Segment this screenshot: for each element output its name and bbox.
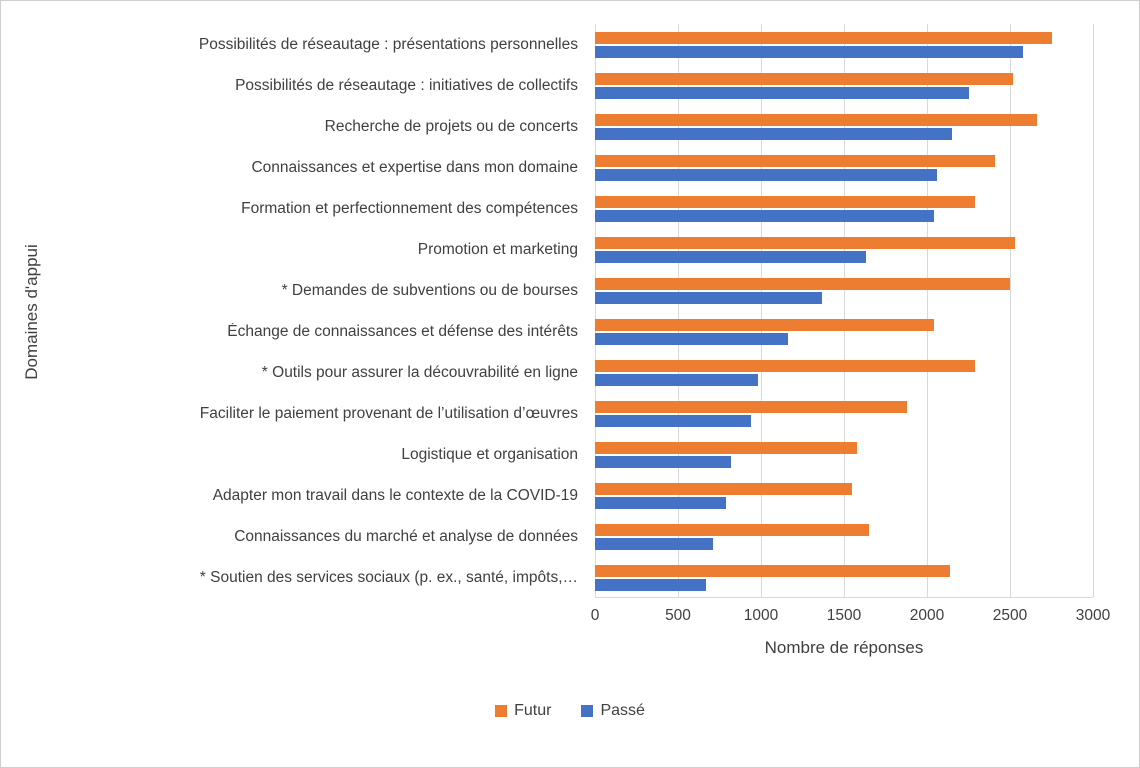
- plot-area: Possibilités de réseautage : présentatio…: [0, 24, 1140, 598]
- bar-futur: [595, 195, 976, 208]
- chart-row: Possibilités de réseautage : initiatives…: [0, 65, 1140, 106]
- legend-label: Futur: [514, 702, 552, 719]
- gridline: [1010, 24, 1011, 597]
- category-label: Connaissances du marché et analyse de do…: [234, 527, 578, 545]
- legend-swatch-futur: [495, 705, 508, 717]
- bar-futur: [595, 441, 858, 454]
- bar-group: [595, 400, 1093, 427]
- bar-futur: [595, 318, 934, 331]
- bar-group: [595, 564, 1093, 591]
- chart-row: Promotion et marketing: [0, 229, 1140, 270]
- legend-item-futur: Futur: [495, 702, 551, 720]
- bar-futur: [595, 400, 908, 413]
- bar-futur: [595, 113, 1037, 126]
- bar-group: [595, 31, 1093, 58]
- category-label: Formation et perfectionnement des compét…: [241, 199, 578, 217]
- category-label: Échange de connaissances et défense des …: [227, 322, 578, 340]
- chart-row: Adapter mon travail dans le contexte de …: [0, 475, 1140, 516]
- bar-group: [595, 195, 1093, 222]
- bar-group: [595, 277, 1093, 304]
- bar-group: [595, 72, 1093, 99]
- gridline: [761, 24, 762, 597]
- category-label: Adapter mon travail dans le contexte de …: [212, 486, 578, 504]
- chart-rows: Possibilités de réseautage : présentatio…: [0, 24, 1140, 598]
- bar-passe: [595, 168, 937, 181]
- gridlines: [595, 24, 1094, 598]
- category-label: Possibilités de réseautage : initiatives…: [235, 76, 578, 94]
- legend-item-passe: Passé: [581, 702, 645, 720]
- bar-futur: [595, 482, 853, 495]
- category-label: Promotion et marketing: [417, 240, 578, 258]
- chart-row: * Demandes de subventions ou de bourses: [0, 270, 1140, 311]
- x-tick-label: 0: [590, 607, 600, 624]
- chart-row: * Outils pour assurer la découvrabilité …: [0, 352, 1140, 393]
- chart-row: Recherche de projets ou de concerts: [0, 106, 1140, 147]
- bar-passe: [595, 291, 823, 304]
- bar-passe: [595, 86, 969, 99]
- x-tick-label: 2000: [909, 607, 945, 624]
- chart-row: Connaissances et expertise dans mon doma…: [0, 147, 1140, 188]
- category-label: Recherche de projets ou de concerts: [324, 117, 578, 135]
- chart-row: Échange de connaissances et défense des …: [0, 311, 1140, 352]
- bar-passe: [595, 250, 866, 263]
- bar-passe: [595, 578, 707, 591]
- x-axis-ticks: 0 500 1000 1500 2000 2500 3000: [591, 598, 1111, 632]
- category-label: Faciliter le paiement provenant de l’uti…: [199, 404, 578, 422]
- x-axis-title: Nombre de réponses: [764, 638, 924, 657]
- legend-label: Passé: [600, 702, 645, 719]
- bar-passe: [595, 127, 952, 140]
- x-tick-label: 3000: [1075, 607, 1111, 624]
- gridline: [595, 24, 596, 597]
- chart-row: Connaissances du marché et analyse de do…: [0, 516, 1140, 557]
- bar-futur: [595, 154, 996, 167]
- category-label: * Soutien des services sociaux (p. ex., …: [199, 568, 578, 586]
- legend: Futur Passé: [0, 702, 1140, 720]
- bar-passe: [595, 496, 727, 509]
- bar-futur: [595, 359, 976, 372]
- category-label: Connaissances et expertise dans mon doma…: [251, 158, 578, 176]
- gridline: [678, 24, 679, 597]
- bar-futur: [595, 277, 1010, 290]
- x-tick-label: 1500: [826, 607, 862, 624]
- bar-passe: [595, 209, 934, 222]
- gridline: [844, 24, 845, 597]
- gridline: [927, 24, 928, 597]
- bar-futur: [595, 564, 951, 577]
- bar-passe: [595, 373, 758, 386]
- category-label: Possibilités de réseautage : présentatio…: [198, 35, 578, 53]
- chart-row: * Soutien des services sociaux (p. ex., …: [0, 557, 1140, 598]
- x-tick-label: 500: [665, 607, 691, 624]
- bar-passe: [595, 414, 752, 427]
- chart-row: Formation et perfectionnement des compét…: [0, 188, 1140, 229]
- bar-futur: [595, 523, 869, 536]
- chart-row: Possibilités de réseautage : présentatio…: [0, 24, 1140, 65]
- bar-group: [595, 359, 1093, 386]
- chart-row: Logistique et organisation: [0, 434, 1140, 475]
- bar-group: [595, 154, 1093, 181]
- bar-passe: [595, 45, 1024, 58]
- bar-futur: [595, 236, 1015, 249]
- bar-passe: [595, 455, 732, 468]
- bar-passe: [595, 537, 713, 550]
- bar-group: [595, 441, 1093, 468]
- bar-group: [595, 318, 1093, 345]
- category-label: * Demandes de subventions ou de bourses: [281, 281, 578, 299]
- bar-group: [595, 482, 1093, 509]
- bar-group: [595, 113, 1093, 140]
- bar-group: [595, 523, 1093, 550]
- bar-futur: [595, 72, 1014, 85]
- category-label: * Outils pour assurer la découvrabilité …: [261, 363, 578, 381]
- gridline: [1093, 24, 1094, 597]
- legend-swatch-passe: [581, 705, 594, 717]
- x-tick-label: 1000: [743, 607, 779, 624]
- chart-row: Faciliter le paiement provenant de l’uti…: [0, 393, 1140, 434]
- bar-passe: [595, 332, 788, 345]
- category-label: Logistique et organisation: [401, 445, 578, 463]
- x-tick-label: 2500: [992, 607, 1028, 624]
- bar-group: [595, 236, 1093, 263]
- bar-futur: [595, 31, 1052, 44]
